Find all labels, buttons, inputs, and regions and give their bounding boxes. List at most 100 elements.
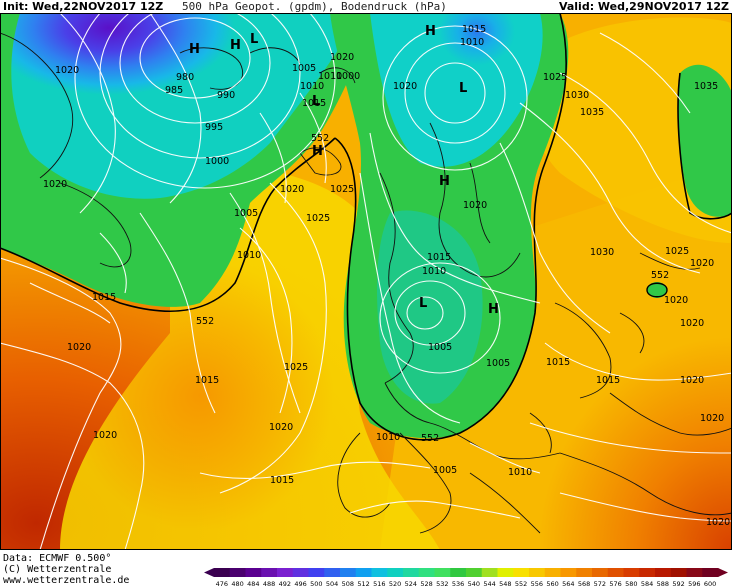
init-time: Init: Wed,22NOV2017 12Z bbox=[3, 0, 164, 13]
geopotential-labels: 552 552 552 552 bbox=[196, 133, 669, 444]
isobar-label: 1015 bbox=[195, 375, 219, 386]
colorbar-tick-label: 532 bbox=[436, 580, 448, 587]
isobar-label: 990 bbox=[217, 90, 235, 101]
isobar-label: 1035 bbox=[580, 107, 604, 118]
website-url[interactable]: www.wetterzentrale.de bbox=[3, 575, 130, 586]
colorbar-swatch bbox=[434, 568, 451, 577]
isobar-label: 1010 bbox=[376, 432, 400, 443]
weather-map[interactable]: 1015 1010 1020 1005 1010 1000 1020 1010 … bbox=[0, 13, 732, 550]
copyright: (C) Wetterzentrale bbox=[3, 564, 112, 575]
isobar-label: 1005 bbox=[234, 208, 258, 219]
pressure-centers: H H L L L H L H H H bbox=[189, 24, 499, 317]
colorbar-swatch bbox=[544, 568, 561, 577]
colorbar-tick-label: 496 bbox=[294, 580, 306, 587]
contour-552-label: 552 bbox=[311, 133, 329, 144]
colorbar-tick-label: 492 bbox=[279, 580, 291, 587]
colorbar-swatch bbox=[245, 568, 262, 577]
colorbar-swatch bbox=[355, 568, 372, 577]
isobar-label: 1000 bbox=[336, 71, 360, 82]
colorbar-swatch bbox=[387, 568, 404, 577]
isobar-label: 1030 bbox=[590, 247, 614, 258]
colorbar-tick-label: 516 bbox=[373, 580, 385, 587]
isobar-label: 1020 bbox=[330, 52, 354, 63]
isobar-label: 1000 bbox=[205, 156, 229, 167]
colorbar-swatch bbox=[529, 568, 546, 577]
high-center-marker: H bbox=[439, 174, 450, 189]
colorbar-tick-label: 556 bbox=[531, 580, 543, 587]
high-center-marker: H bbox=[189, 42, 200, 57]
colorbar-swatch bbox=[639, 568, 656, 577]
colorbar-tick-label: 580 bbox=[625, 580, 637, 587]
isobar-label: 980 bbox=[176, 72, 194, 83]
colorbar-tick-label: 548 bbox=[499, 580, 511, 587]
contour-552-label: 552 bbox=[651, 270, 669, 281]
data-source: Data: ECMWF 0.500° bbox=[3, 553, 112, 564]
isobar-label: 1020 bbox=[680, 318, 704, 329]
contour-552-cutoff bbox=[646, 282, 668, 298]
colorbar-swatch bbox=[229, 568, 246, 577]
colorbar-swatch bbox=[623, 568, 640, 577]
isobar-label: 1025 bbox=[543, 72, 567, 83]
colorbar-tick-label: 592 bbox=[672, 580, 684, 587]
low-center-marker: L bbox=[419, 296, 427, 311]
colorbar-swatch bbox=[481, 568, 498, 577]
high-center-marker: H bbox=[488, 302, 499, 317]
isobar-label: 1020 bbox=[43, 179, 67, 190]
isobar-label: 1025 bbox=[284, 362, 308, 373]
colorbar-swatch bbox=[560, 568, 577, 577]
colorbar-tick-label: 528 bbox=[420, 580, 432, 587]
contour-552-label: 552 bbox=[421, 433, 439, 444]
isobar-label: 1020 bbox=[55, 65, 79, 76]
high-center-marker: H bbox=[312, 144, 323, 159]
colorbar-max-arrow bbox=[718, 568, 728, 577]
colorbar-swatch bbox=[308, 568, 325, 577]
colorbar-swatch bbox=[655, 568, 672, 577]
isobar-label: 1020 bbox=[690, 258, 714, 269]
isobar-label: 1010 bbox=[508, 467, 532, 478]
isobar-label: 1010 bbox=[318, 71, 342, 82]
colorbar-tick-label: 480 bbox=[231, 580, 243, 587]
isobar-label: 1020 bbox=[93, 430, 117, 441]
colorbar-tick-label: 572 bbox=[594, 580, 606, 587]
isobar-label: 1020 bbox=[280, 184, 304, 195]
map-title: 500 hPa Geopot. (gpdm), Bodendruck (hPa) bbox=[182, 0, 447, 13]
isobar-label: 1015 bbox=[270, 475, 294, 486]
isobar-label: 1005 bbox=[486, 358, 510, 369]
isobar-label: 1020 bbox=[706, 517, 730, 528]
colorbar-tick-label: 564 bbox=[562, 580, 574, 587]
colorbar-swatch bbox=[450, 568, 467, 577]
high-center-marker: H bbox=[425, 24, 436, 39]
colorbar-min-arrow bbox=[204, 568, 214, 577]
colorbar-tick-label: 600 bbox=[704, 580, 716, 587]
isobar-label: 1020 bbox=[393, 81, 417, 92]
isobar-label: 1010 bbox=[237, 250, 261, 261]
isobars bbox=[0, 13, 732, 550]
isobar-label: 1015 bbox=[546, 357, 570, 368]
colorbar-swatch bbox=[261, 568, 278, 577]
trough-europe-south bbox=[377, 210, 483, 404]
colorbar-tick-label: 584 bbox=[641, 580, 653, 587]
colorbar-swatch bbox=[670, 568, 687, 577]
colorbar-tick-label: 588 bbox=[657, 580, 669, 587]
isobar-label: 1020 bbox=[269, 422, 293, 433]
isobar-label: 1025 bbox=[306, 213, 330, 224]
isobar-label: 1035 bbox=[694, 81, 718, 92]
colorbar-tick-label: 512 bbox=[357, 580, 369, 587]
colorbar-tick-label: 500 bbox=[310, 580, 322, 587]
colorbar-swatch bbox=[513, 568, 530, 577]
isobar-label: 1020 bbox=[700, 413, 724, 424]
colorbar-tick-label: 524 bbox=[405, 580, 417, 587]
trough-north-atlantic-core bbox=[11, 13, 361, 199]
isobar-label: 1025 bbox=[665, 246, 689, 257]
colorbar-tick-label: 504 bbox=[326, 580, 338, 587]
colorbar-swatch bbox=[214, 568, 231, 577]
contour-552-east bbox=[677, 72, 732, 220]
trough-east-edge bbox=[677, 64, 732, 217]
low-center-marker: L bbox=[250, 32, 258, 47]
isobar-label: 1005 bbox=[428, 342, 452, 353]
isobar-labels: 1015 1010 1020 1005 1010 1000 1020 1010 … bbox=[43, 24, 730, 528]
isobar-label: 1020 bbox=[463, 200, 487, 211]
isobar-label: 1005 bbox=[433, 465, 457, 476]
isobar-label: 1020 bbox=[67, 342, 91, 353]
high-center-marker: H bbox=[230, 38, 241, 53]
